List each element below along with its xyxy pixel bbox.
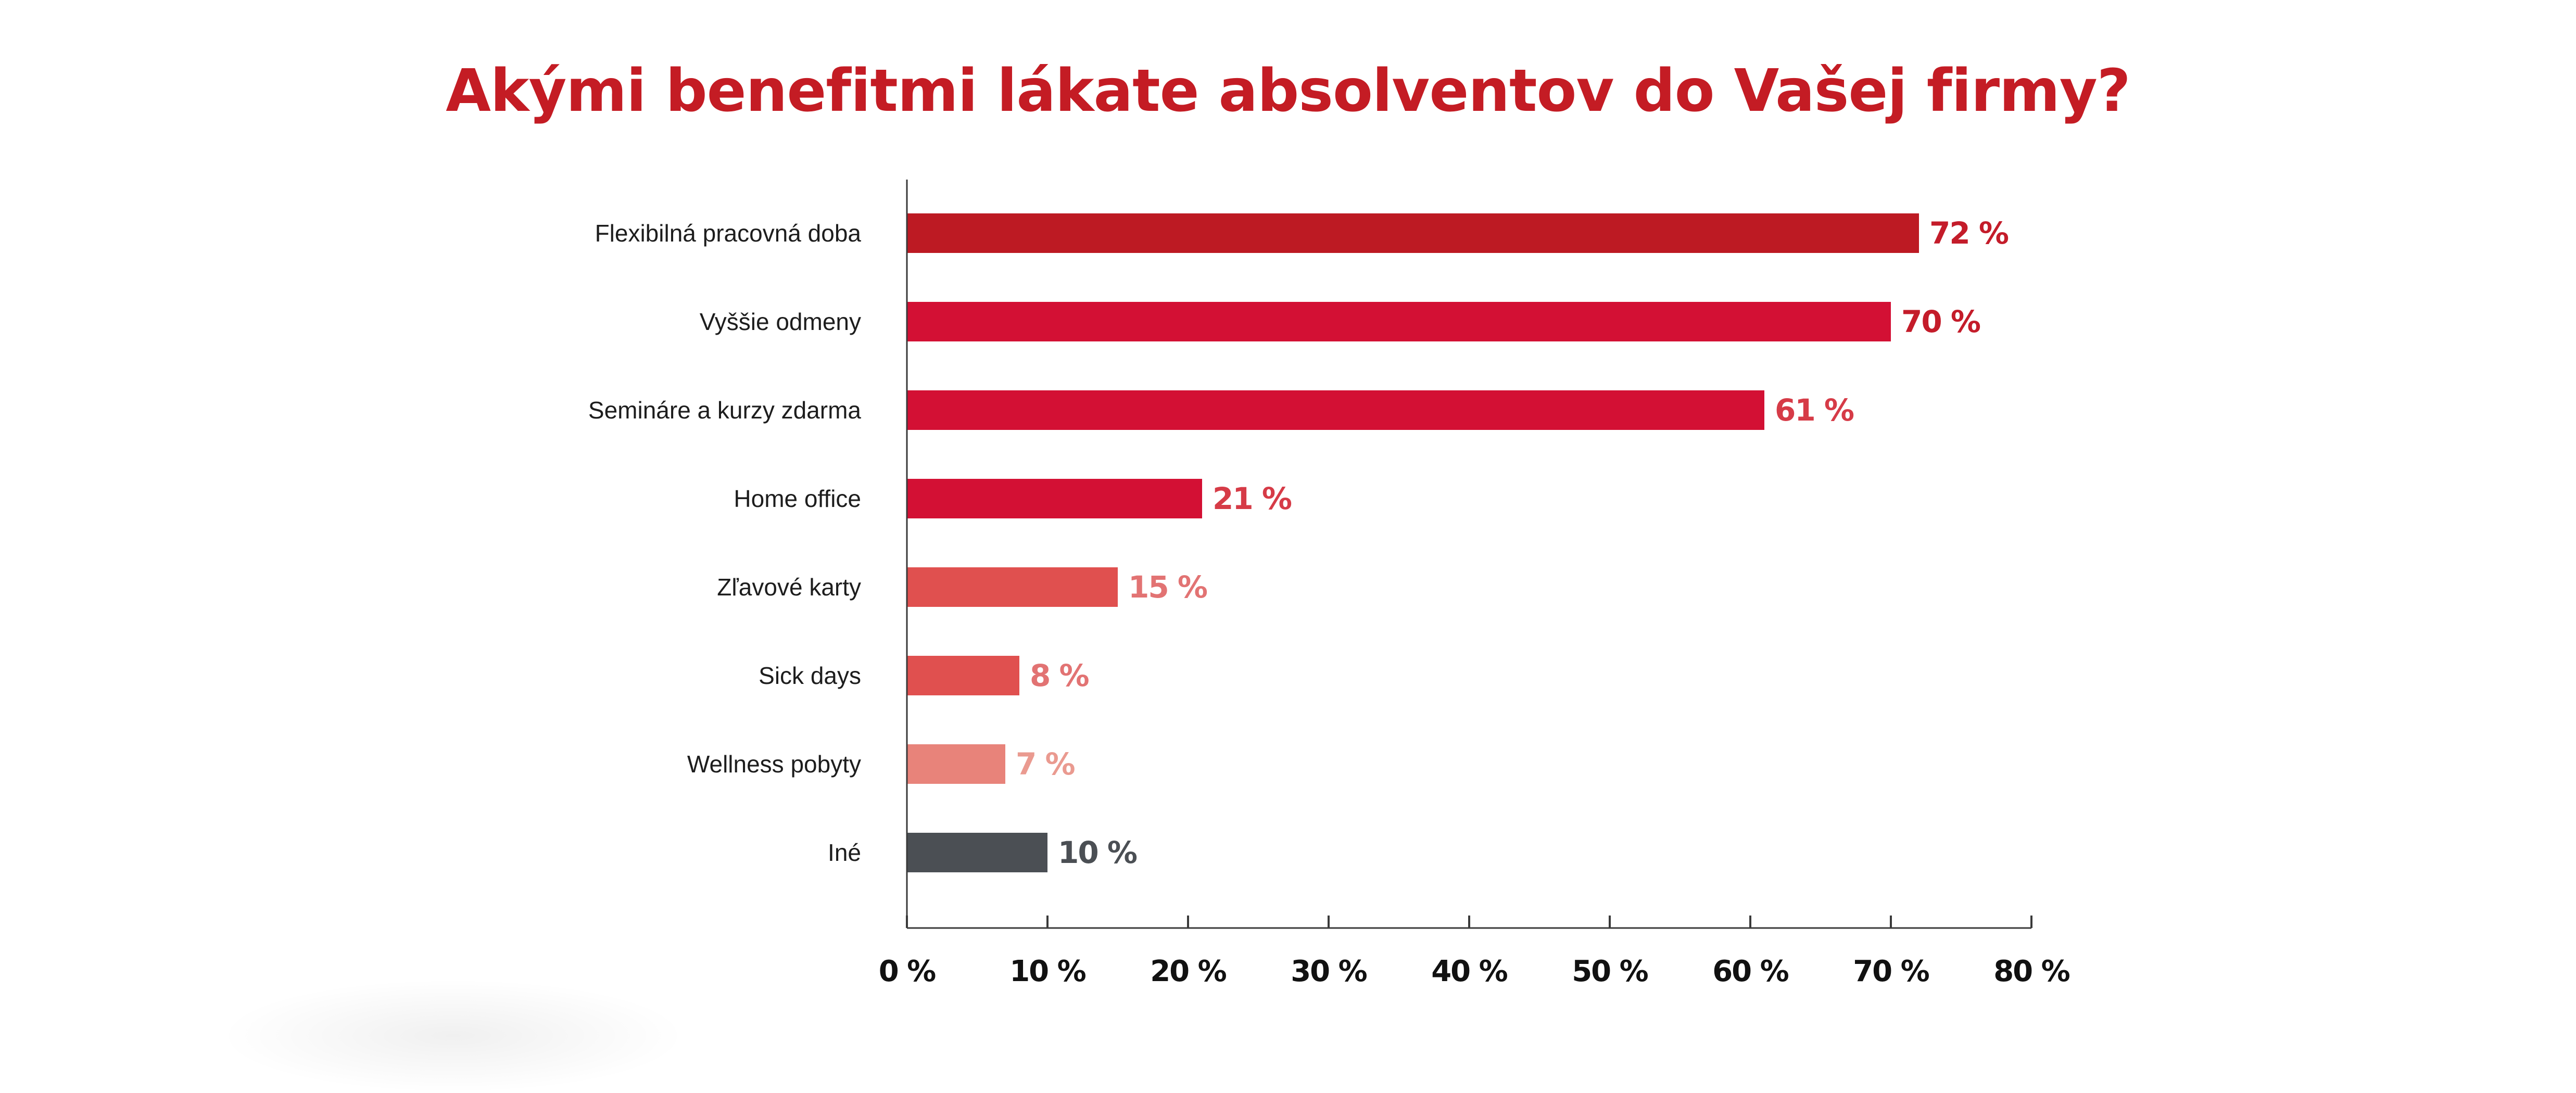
background-shadow xyxy=(219,978,687,1093)
bar-2 xyxy=(907,390,1764,430)
x-tick-label-8: 80 % xyxy=(1993,955,2069,988)
x-tick-label-2: 20 % xyxy=(1150,955,1226,988)
category-label-3: Home office xyxy=(734,485,861,512)
bar-5 xyxy=(907,656,1019,695)
value-label-5: 8 % xyxy=(1030,658,1089,693)
bar-1 xyxy=(907,302,1891,341)
bar-chart: Flexibilná pracovná doba 72 % Vyššie odmen… xyxy=(588,180,2071,988)
bar-0 xyxy=(907,213,1919,253)
value-label-7: 10 % xyxy=(1058,835,1137,870)
axes-group: 0 % 10 % 20 % 30 % 40 % 50 % 60 % 70 % 80 % xyxy=(879,180,2071,988)
category-label-1: Vyššie odmeny xyxy=(700,308,861,335)
bar-6 xyxy=(907,744,1005,784)
x-tick-label-6: 60 % xyxy=(1712,955,1788,988)
bar-4 xyxy=(907,567,1118,607)
bar-7 xyxy=(907,833,1047,872)
bars-group: Flexibilná pracovná doba 72 % Vyššie odmen… xyxy=(588,213,2010,872)
x-tick-label-1: 10 % xyxy=(1009,955,1085,988)
category-label-7: Iné xyxy=(828,839,861,866)
category-label-0: Flexibilná pracovná doba xyxy=(595,220,862,247)
category-label-6: Wellness pobyty xyxy=(687,751,861,778)
x-tick-label-5: 50 % xyxy=(1572,955,1648,988)
value-label-6: 7 % xyxy=(1016,746,1075,782)
chart-title: Akými benefitmi lákate absolventov do Va… xyxy=(446,57,2131,125)
x-tick-label-0: 0 % xyxy=(879,955,936,988)
category-label-5: Sick days xyxy=(759,662,861,689)
value-label-4: 15 % xyxy=(1128,569,1207,605)
category-label-2: Semináre a kurzy zdarma xyxy=(588,397,861,424)
x-tick-label-4: 40 % xyxy=(1431,955,1507,988)
x-tick-label-7: 70 % xyxy=(1853,955,1929,988)
value-label-3: 21 % xyxy=(1213,481,1292,516)
bar-3 xyxy=(907,479,1202,518)
x-tick-label-3: 30 % xyxy=(1291,955,1367,988)
category-label-4: Zľavové karty xyxy=(717,574,861,601)
value-label-0: 72 % xyxy=(1929,215,2009,251)
value-label-1: 70 % xyxy=(1901,304,1980,339)
value-label-2: 61 % xyxy=(1775,392,1854,428)
